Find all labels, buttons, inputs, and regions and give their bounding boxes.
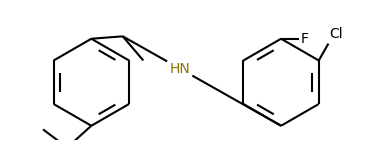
Text: Cl: Cl [330, 27, 343, 41]
Text: HN: HN [169, 61, 190, 75]
Text: F: F [300, 32, 309, 46]
